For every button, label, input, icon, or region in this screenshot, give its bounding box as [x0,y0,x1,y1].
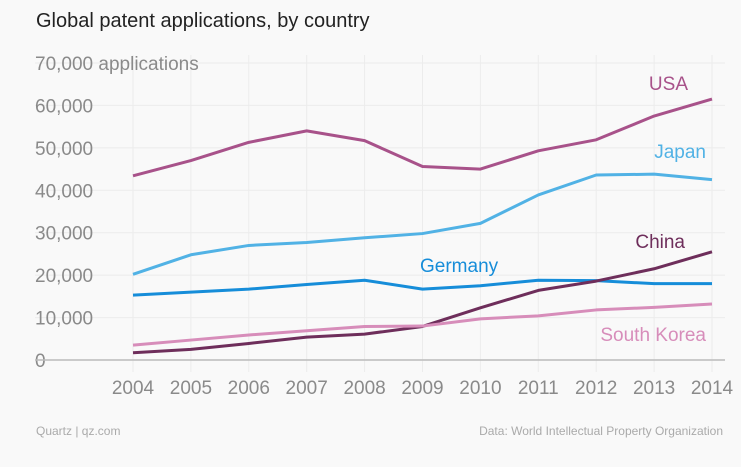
y-tick-label: 0 [35,351,46,372]
series-label: Japan [654,142,706,163]
footer-credit: Quartz | qz.com [36,424,121,438]
x-tick-label: 2007 [286,378,328,399]
x-tick-label: 2014 [691,378,734,399]
x-tick-label: 2005 [170,378,212,399]
y-tick-label: 10,000 [35,309,93,330]
series-line-south-korea [132,302,713,347]
series-line-germany [132,278,712,297]
series-label: South Korea [600,325,706,346]
y-tick-label: 70,000 applications [35,54,199,75]
x-tick-label: 2010 [459,378,501,399]
footer-source: Data: World Intellectual Property Organi… [479,424,723,438]
y-tick-label: 20,000 [35,266,93,287]
series-line-usa [132,97,713,178]
x-tick-label: 2009 [401,378,443,399]
series-label: Germany [420,256,499,277]
x-tick-label: 2013 [633,378,675,399]
series-label: USA [649,74,688,95]
series-line-japan [132,172,713,276]
y-tick-label: 60,000 [35,96,93,117]
y-tick-label: 50,000 [35,139,93,160]
x-tick-label: 2008 [343,378,385,399]
chart-title: Global patent applications, by country [36,10,370,32]
x-tick-label: 2012 [575,378,617,399]
y-tick-label: 40,000 [35,181,93,202]
x-tick-label: 2011 [518,378,559,399]
y-tick-label: 30,000 [35,224,93,245]
series-label: China [635,232,685,253]
x-tick-label: 2006 [228,378,270,399]
x-tick-label: 2004 [112,378,155,399]
